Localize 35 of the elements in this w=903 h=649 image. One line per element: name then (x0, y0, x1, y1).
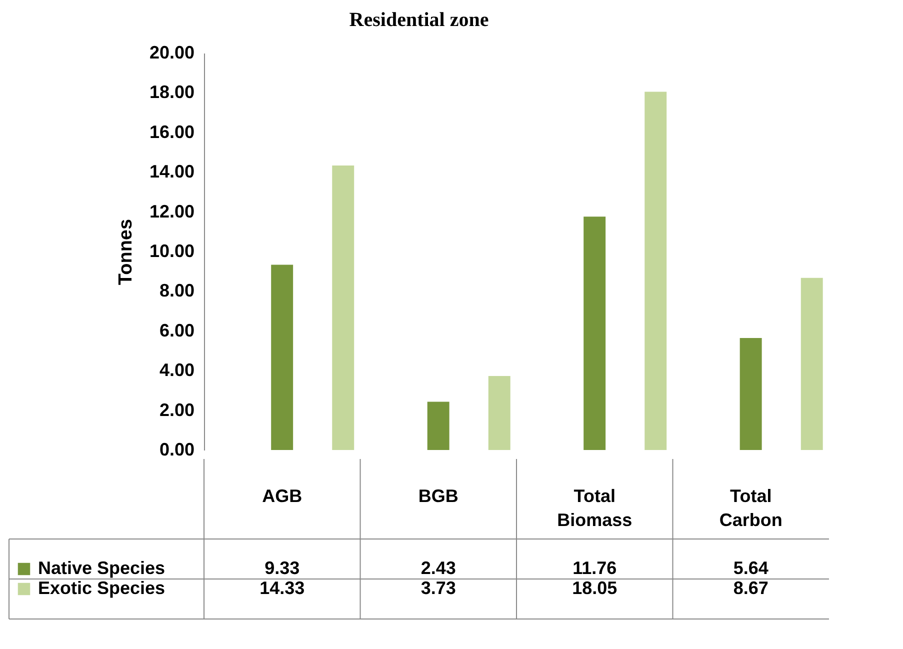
data-label: 5.64 (733, 558, 768, 578)
data-label: 3.73 (420, 578, 456, 598)
data-label: 9.33 (264, 558, 300, 578)
data-label: 11.76 (572, 558, 617, 578)
y-tick-label: 10.00 (149, 241, 194, 261)
y-tick-label: 6.00 (159, 320, 194, 340)
data-label: 14.33 (260, 578, 305, 598)
chart-title: Residential zone (349, 9, 489, 31)
bar (644, 92, 667, 450)
bar (271, 264, 294, 450)
data-label: 2.43 (420, 558, 456, 578)
legend-label: Exotic Species (38, 578, 166, 598)
y-tick-label: 4.00 (159, 360, 194, 380)
data-label: 18.05 (572, 578, 618, 598)
bar (740, 338, 762, 450)
y-tick-label: 14.00 (149, 162, 194, 182)
bar (332, 166, 354, 450)
y-tick-label: 8.00 (159, 280, 194, 301)
y-axis-title: Tonnes (115, 218, 136, 286)
legend-label: Native Species (38, 558, 166, 578)
bar (427, 402, 450, 450)
y-tick-label: 2.00 (159, 400, 194, 420)
y-tick-label: 20.00 (149, 42, 194, 62)
bar (488, 376, 510, 450)
y-tick-label: 16.00 (149, 122, 194, 142)
y-tick-label: 18.00 (149, 82, 194, 102)
y-tick-label: 0.00 (159, 440, 194, 460)
x-tick-label: AGB (262, 486, 302, 506)
data-label: 8.67 (733, 578, 768, 598)
x-tick-label: Total Biomass (557, 486, 632, 530)
x-tick-label: Total Carbon (719, 486, 782, 530)
bar (800, 278, 823, 450)
x-tick-label: BGB (418, 486, 458, 506)
y-tick-label: 12.00 (149, 201, 194, 222)
bar (584, 216, 606, 450)
